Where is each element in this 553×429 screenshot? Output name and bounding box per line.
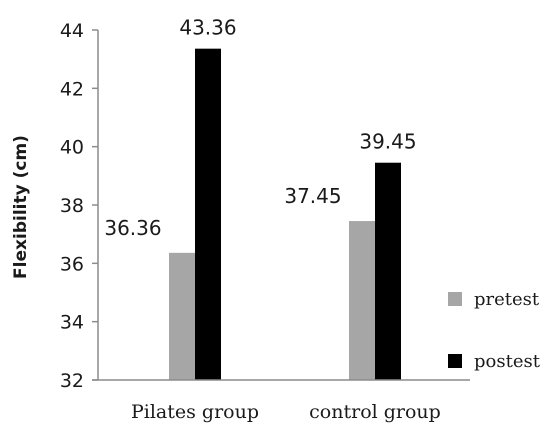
bars bbox=[169, 48, 401, 381]
legend-label-postest: postest bbox=[474, 351, 541, 372]
legend-swatch-postest bbox=[448, 354, 462, 368]
bar-postest-1 bbox=[195, 48, 221, 381]
bar-pretest-2 bbox=[349, 221, 375, 380]
data-label-postest-1: 43.36 bbox=[179, 16, 236, 40]
y-tick-label: 42 bbox=[60, 78, 84, 100]
legend: pretest postest bbox=[448, 289, 541, 372]
legend-swatch-pretest bbox=[448, 292, 462, 306]
y-tick-label: 36 bbox=[60, 253, 84, 275]
category-labels: Pilates group control group bbox=[131, 401, 441, 423]
y-axis-ticks: 32 34 36 38 40 42 44 bbox=[60, 20, 98, 392]
y-tick-label: 34 bbox=[60, 312, 84, 334]
data-label-pretest-2: 37.45 bbox=[284, 184, 341, 208]
category-label: control group bbox=[309, 401, 441, 423]
y-tick-label: 38 bbox=[60, 195, 84, 217]
data-labels: 36.36 43.36 37.45 39.45 bbox=[104, 16, 416, 240]
bar-pretest-1 bbox=[169, 252, 195, 380]
legend-label-pretest: pretest bbox=[474, 289, 540, 310]
data-label-postest-2: 39.45 bbox=[359, 130, 416, 154]
category-label: Pilates group bbox=[131, 401, 259, 423]
y-tick-label: 40 bbox=[60, 137, 84, 159]
y-tick-label: 44 bbox=[60, 20, 84, 42]
y-axis-label: Flexibility (cm) bbox=[11, 135, 31, 279]
y-tick-label: 32 bbox=[60, 370, 84, 392]
data-label-pretest-1: 36.36 bbox=[104, 216, 161, 240]
bar-postest-2 bbox=[375, 162, 401, 380]
